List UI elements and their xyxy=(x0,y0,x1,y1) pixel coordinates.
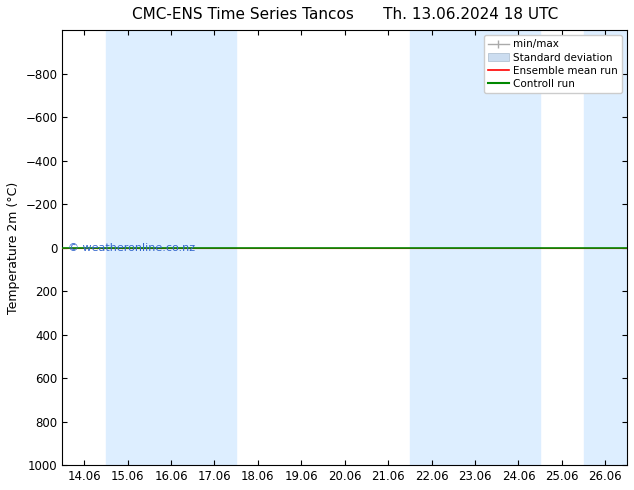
Bar xyxy=(584,30,634,465)
Title: CMC-ENS Time Series Tancos      Th. 13.06.2024 18 UTC: CMC-ENS Time Series Tancos Th. 13.06.202… xyxy=(132,7,558,22)
Bar xyxy=(106,30,236,465)
Legend: min/max, Standard deviation, Ensemble mean run, Controll run: min/max, Standard deviation, Ensemble me… xyxy=(484,35,622,93)
Bar xyxy=(410,30,540,465)
Text: © weatheronline.co.nz: © weatheronline.co.nz xyxy=(68,243,195,253)
Y-axis label: Temperature 2m (°C): Temperature 2m (°C) xyxy=(7,181,20,314)
